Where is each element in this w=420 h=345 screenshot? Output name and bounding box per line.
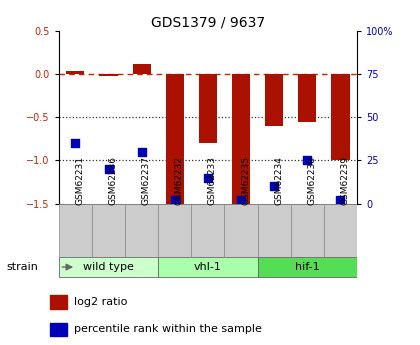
Bar (165, 74, 184, 204)
Bar (199, 74, 217, 143)
Bar (158, 257, 257, 277)
Text: wild type: wild type (83, 262, 134, 272)
Text: GSM62238: GSM62238 (307, 156, 316, 205)
Point (105, 166, 112, 172)
Bar (232, 74, 250, 204)
Text: GSM62234: GSM62234 (274, 156, 283, 205)
Bar (265, 74, 283, 126)
Bar (224, 204, 257, 257)
Bar (100, 74, 118, 76)
Bar (257, 204, 291, 257)
Bar (66, 71, 84, 74)
Text: GSM62237: GSM62237 (142, 156, 151, 205)
Bar (324, 204, 357, 257)
Text: hif-1: hif-1 (295, 262, 320, 272)
Text: percentile rank within the sample: percentile rank within the sample (74, 324, 261, 334)
Bar (50, 295, 67, 309)
Bar (291, 204, 324, 257)
Bar (59, 257, 158, 277)
Text: GSM62233: GSM62233 (208, 156, 217, 205)
Bar (331, 74, 349, 160)
Point (271, 184, 278, 189)
Text: log2 ratio: log2 ratio (74, 297, 127, 307)
Text: strain: strain (6, 263, 38, 272)
Point (205, 175, 211, 180)
Text: GSM62235: GSM62235 (241, 156, 250, 205)
Bar (298, 74, 316, 122)
Point (304, 158, 311, 163)
Bar (92, 204, 125, 257)
Point (171, 197, 178, 203)
Bar (192, 204, 224, 257)
Bar (257, 257, 357, 277)
Bar (158, 204, 192, 257)
Bar (133, 64, 151, 74)
Bar (59, 204, 92, 257)
Text: GSM62231: GSM62231 (75, 156, 84, 205)
Text: GSM62232: GSM62232 (175, 156, 184, 205)
Text: GSM62239: GSM62239 (341, 156, 349, 205)
Text: vhl-1: vhl-1 (194, 262, 222, 272)
Bar (50, 323, 67, 336)
Point (138, 149, 145, 155)
Point (238, 197, 244, 203)
Point (337, 197, 344, 203)
Text: GSM62236: GSM62236 (108, 156, 118, 205)
Title: GDS1379 / 9637: GDS1379 / 9637 (151, 16, 265, 30)
Point (72, 140, 79, 146)
Bar (125, 204, 158, 257)
